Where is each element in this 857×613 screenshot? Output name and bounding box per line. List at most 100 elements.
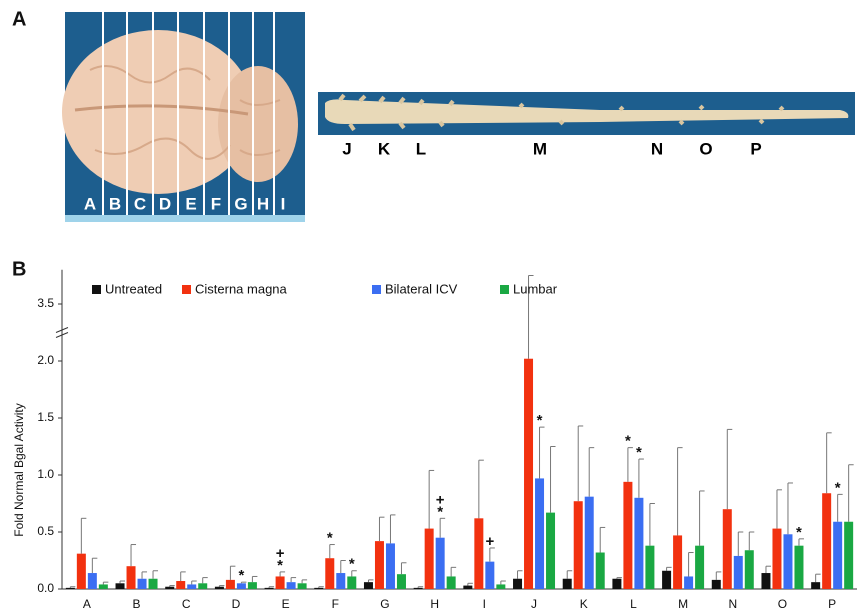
section-label: J [342,139,351,158]
y-axis-title: Fold Normal Bgal Activity [12,403,26,536]
bar [734,556,743,589]
x-tick-label: N [728,597,737,611]
significance-mark: * [277,557,283,574]
bar [176,581,185,589]
bar [397,574,406,589]
bar [463,586,472,589]
significance-mark: * [636,444,642,461]
bar [596,553,605,589]
x-tick-label: B [133,597,141,611]
bar [761,573,770,589]
bar [684,576,693,589]
bar [347,576,356,589]
bar [844,522,853,589]
bar [474,518,483,589]
x-tick-label: O [778,597,787,611]
legend-swatch [92,285,101,294]
bar [811,582,820,589]
y-tick-label: 2.0 [37,353,54,367]
significance-mark: * [796,524,802,541]
bar [794,546,803,589]
bar [386,543,395,589]
section-label: B [109,194,121,213]
bar [314,588,323,589]
section-label: I [281,194,286,213]
x-tick-label: M [678,597,688,611]
bar [585,497,594,589]
bar [822,493,831,589]
significance-mark: * [625,433,631,450]
legend-label: Lumbar [513,281,558,296]
legend-label: Untreated [105,281,162,296]
bar [425,529,434,589]
bar [745,550,754,589]
legend-label: Cisterna magna [195,281,288,296]
bar [546,513,555,589]
significance-mark: * [349,556,355,573]
section-label: H [257,194,269,213]
significance-mark: + [485,533,494,550]
y-tick-label: 1.0 [37,467,54,481]
y-tick-label: 1.5 [37,410,54,424]
bar [712,580,721,589]
legend-swatch [500,285,509,294]
bar [187,584,196,589]
y-tick-label: 0.0 [37,581,54,595]
legend-label: Bilateral ICV [385,281,458,296]
bar [485,562,494,589]
bar [695,546,704,589]
bar [673,535,682,589]
section-label: F [211,194,221,213]
bar [772,529,781,589]
section-label: K [378,139,391,158]
bar [513,579,522,589]
bar [496,584,505,589]
bar [612,579,621,589]
significance-mark: * [327,530,333,547]
bar [287,582,296,589]
bar [265,588,274,589]
bar [226,580,235,589]
x-tick-label: D [232,597,241,611]
section-label: P [750,139,761,158]
significance-mark: * [835,479,841,496]
figure: A B Fold Normal Bgal Activity ABCDEFGHIJ… [0,0,857,613]
significance-mark: * [537,412,543,429]
x-tick-label: C [182,597,191,611]
bar [237,583,246,589]
bar [662,571,671,589]
x-tick-label: P [828,597,836,611]
bar [645,546,654,589]
bar [634,498,643,589]
x-tick-label: K [580,597,588,611]
bar [375,541,384,589]
section-label: E [185,194,196,213]
bar [623,482,632,589]
bar [248,582,257,589]
bar [524,359,533,589]
bar [325,558,334,589]
x-tick-label: F [332,597,339,611]
section-label: L [416,139,426,158]
bar [198,583,207,589]
section-label: A [84,194,96,213]
section-label: N [651,139,663,158]
bar [833,522,842,589]
x-tick-label: J [531,597,537,611]
bar [574,501,583,589]
bar [783,534,792,589]
spine-photo [318,92,855,135]
bar [414,588,423,589]
panel-label: B [12,258,26,280]
bar [99,584,108,589]
panel-label: A [12,8,26,30]
bar [364,582,373,589]
bar [276,576,285,589]
bar [298,583,307,589]
bar [77,554,86,589]
section-label: O [699,139,712,158]
bar [66,588,75,589]
x-tick-label: I [483,597,486,611]
x-tick-label: E [282,597,290,611]
brain-photo [62,12,305,222]
